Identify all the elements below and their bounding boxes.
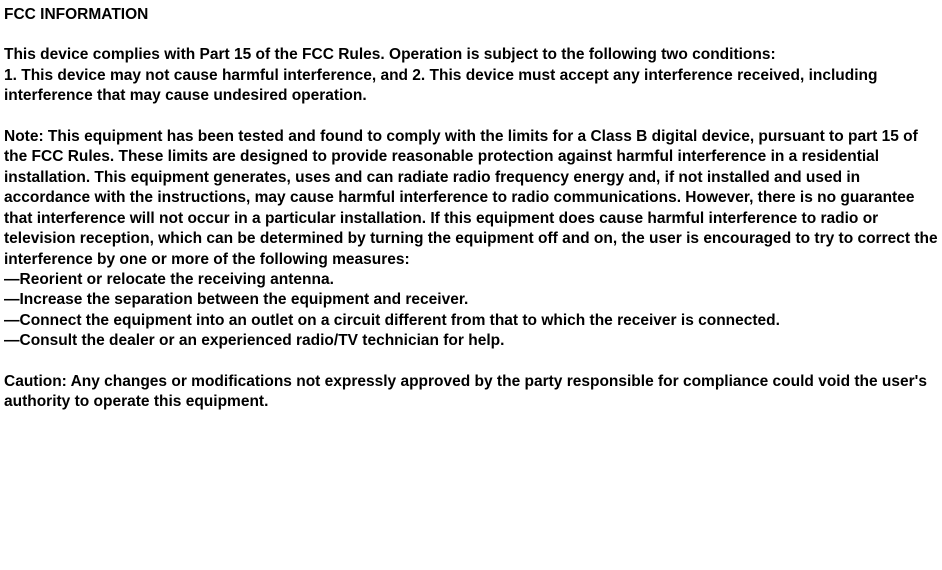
caution-statement: Caution: Any changes or modifications no… <box>4 372 938 413</box>
note-body: Note: This equipment has been tested and… <box>4 128 938 268</box>
intro-section: This device complies with Part 15 of the… <box>4 45 938 106</box>
measure-item: —Reorient or relocate the receiving ante… <box>4 270 938 290</box>
conditions-statement: 1. This device may not cause harmful int… <box>4 66 938 107</box>
measure-item: —Connect the equipment into an outlet on… <box>4 311 938 331</box>
note-section: Note: This equipment has been tested and… <box>4 127 938 352</box>
measure-item: —Consult the dealer or an experienced ra… <box>4 331 938 351</box>
measure-item: —Increase the separation between the equ… <box>4 290 938 310</box>
doc-title: FCC INFORMATION <box>4 5 938 25</box>
compliance-statement: This device complies with Part 15 of the… <box>4 45 938 65</box>
